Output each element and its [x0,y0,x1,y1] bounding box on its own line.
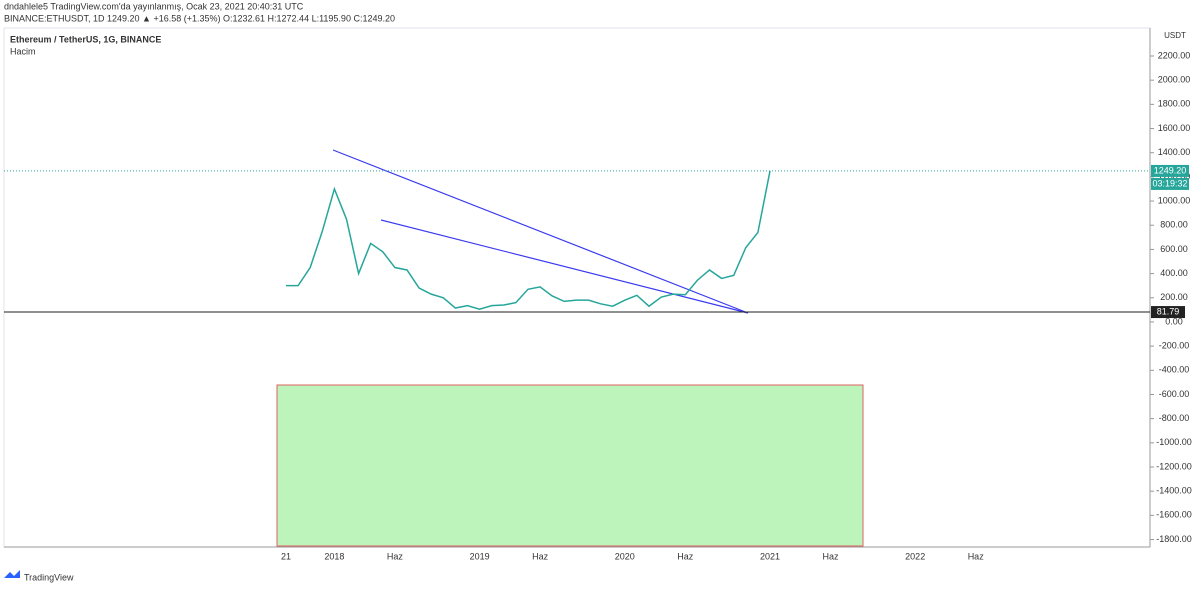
x-tick-label: Haz [968,551,985,561]
published: dndahlele5 TradingView.com'da yayınlanmı… [4,1,304,11]
y-tick-label: -200.00 [1159,340,1190,350]
countdown-box [1151,177,1189,190]
drawn-rectangle [276,384,864,547]
y-tick-label: 2200.00 [1158,50,1191,60]
y-tick-label: 400.00 [1160,268,1188,278]
price-line [286,170,771,311]
x-tick-label: 2019 [470,551,490,561]
y-tick-label: -1200.00 [1156,461,1192,471]
x-tick-label: Haz [387,551,404,561]
last-price-label: 1249.20 [1154,165,1187,175]
y-tick-label: 600.00 [1160,244,1188,254]
y-tick-label: 2000.00 [1158,75,1191,85]
symbol-line: BINANCE:ETHUSDT, 1D 1249.20 ▲ +16.58 (+1… [4,13,395,23]
y-unit: USDT [1164,31,1186,40]
y-tick-label: -600.00 [1159,389,1190,399]
trend-line [332,149,749,314]
hline-label: 81.79 [1157,306,1180,316]
y-tick-label: -1800.00 [1156,534,1192,544]
countdown: 03:19:32 [1152,178,1187,188]
y-tick-label: -1600.00 [1156,510,1192,520]
trend-line [380,219,749,314]
subtitle: Hacim [10,46,36,56]
y-tick-label: 1600.00 [1158,123,1191,133]
logo [4,570,20,578]
x-tick-label: 21 [281,551,291,561]
y-tick-label: 1000.00 [1158,195,1191,205]
x-tick-label: 2022 [905,551,925,561]
x-tick-label: 2020 [615,551,635,561]
y-tick-label: 800.00 [1160,220,1188,230]
y-tick-label: 1400.00 [1158,147,1191,157]
y-tick-label: -1000.00 [1156,437,1192,447]
y-tick-label: -800.00 [1159,413,1190,423]
y-tick-label: -400.00 [1159,365,1190,375]
x-tick-label: Haz [822,551,839,561]
y-tick-label: -1400.00 [1156,486,1192,496]
brand: TradingView [24,572,74,582]
x-tick-label: 2021 [760,551,780,561]
y-tick-label: 0.00 [1165,316,1183,326]
y-tick-label: 200.00 [1160,292,1188,302]
hline-label-box [1151,306,1185,319]
y-tick-label: 1800.00 [1158,99,1191,109]
x-tick-label: Haz [677,551,694,561]
x-tick-label: Haz [532,551,549,561]
chart-title: Ethereum / TetherUS, 1G, BINANCE [10,34,161,44]
x-tick-label: 2018 [324,551,344,561]
last-price-box [1151,164,1189,177]
